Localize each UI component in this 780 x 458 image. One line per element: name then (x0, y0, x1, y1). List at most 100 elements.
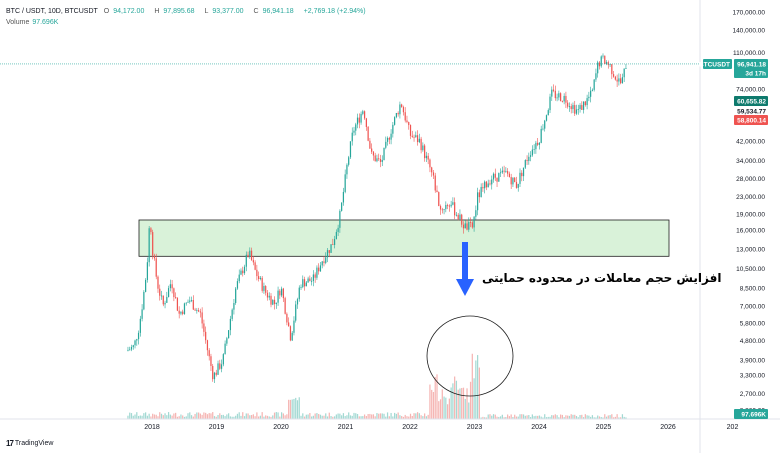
candle-body (404, 112, 406, 121)
volume-value: 97.696K (32, 19, 59, 26)
candle-body (468, 222, 470, 230)
volume-bar (169, 414, 171, 419)
candle-body (379, 158, 382, 162)
volume-bar (222, 414, 224, 419)
volume-bar (164, 413, 166, 419)
volume-bar (326, 416, 329, 419)
volume-bar (319, 414, 322, 419)
candle-body (484, 181, 486, 189)
candle-body (150, 228, 152, 233)
candle-body (388, 137, 390, 140)
candle-body (556, 97, 558, 99)
volume-bar (348, 412, 350, 419)
candle-body (549, 96, 551, 111)
low-label: L (204, 8, 209, 15)
volume-bar (289, 399, 292, 419)
volume-label[interactable]: Volume (6, 19, 30, 26)
candle-body (167, 288, 170, 297)
volume-bar (468, 402, 470, 419)
candle-body (505, 171, 507, 172)
candle-body (303, 279, 306, 287)
candle-body (432, 172, 435, 176)
candle-body (305, 282, 307, 287)
candle-body (570, 106, 572, 110)
volume-bar (471, 353, 473, 419)
volume-bar (446, 404, 449, 419)
volume-bar (514, 414, 516, 419)
volume-bar (238, 412, 240, 419)
candle-body (240, 270, 242, 275)
volume-bar (535, 415, 537, 419)
candle-body (605, 62, 608, 64)
volume-bar (187, 413, 189, 419)
volume-bar (311, 416, 313, 419)
candle-body (291, 332, 293, 341)
candle-body (431, 167, 433, 173)
volume-bar (365, 416, 367, 419)
candle-body (348, 157, 350, 165)
candle-body (293, 320, 295, 333)
volume-bar (579, 414, 581, 419)
candle-body (268, 295, 270, 298)
candle-body (526, 160, 528, 161)
volume-bar (568, 415, 571, 419)
volume-bar (540, 416, 542, 419)
candle-body (160, 295, 163, 297)
volume-bar (413, 413, 415, 419)
volume-bar (621, 414, 624, 419)
candle-body (146, 262, 149, 280)
volume-bar (231, 416, 233, 419)
candle-body (302, 279, 304, 288)
candle-body (367, 126, 369, 141)
candle-body (446, 204, 449, 206)
volume-bar (256, 412, 258, 419)
volume-bar (454, 376, 456, 419)
volume-bar (332, 416, 334, 419)
volume-bar (279, 416, 281, 419)
candle-body (496, 177, 498, 182)
volume-bar (247, 413, 249, 419)
candle-body (266, 292, 269, 298)
support-zone-layer (138, 219, 670, 257)
volume-bar (570, 414, 572, 419)
candle-body (296, 299, 299, 305)
volume-bar (173, 413, 175, 419)
volume-bar (305, 414, 307, 419)
candle-body (602, 55, 604, 57)
volume-bar (141, 415, 143, 419)
volume-bar (591, 415, 594, 419)
volume-bar (157, 416, 159, 419)
volume-bar (148, 413, 150, 419)
volume-bar (302, 413, 304, 419)
volume-bar (455, 380, 458, 419)
candle-body (436, 190, 438, 193)
symbol-label[interactable]: BTC / USDT, 10D, BTCUSDT (6, 8, 98, 15)
volume-bar (321, 415, 323, 419)
volume-bar (586, 415, 588, 419)
volume-bar (178, 416, 180, 419)
candle-body (187, 301, 189, 303)
candle-body (415, 135, 417, 138)
candle-body (219, 363, 221, 369)
arrow-shaft (462, 242, 468, 280)
candle-body (159, 288, 161, 296)
candle-body (434, 175, 436, 191)
logo-text: TradingView (14, 440, 54, 447)
candle-body (586, 98, 588, 106)
volume-bar (280, 412, 283, 419)
open-value: 94,172.00 (113, 8, 145, 15)
candle-body (618, 78, 620, 82)
candle-body (494, 173, 496, 178)
volume-bar (510, 414, 512, 419)
volume-bar (411, 415, 413, 419)
candle-body (365, 118, 367, 127)
candle-body (215, 372, 217, 375)
tradingview-logo-icon: 17 (6, 439, 14, 448)
candle-body (595, 73, 597, 80)
tradingview-logo[interactable]: 17 TradingView (6, 439, 53, 448)
volume-bar (130, 413, 133, 419)
volume-bar (344, 416, 346, 419)
volume-badge: 97.696K (734, 409, 768, 419)
